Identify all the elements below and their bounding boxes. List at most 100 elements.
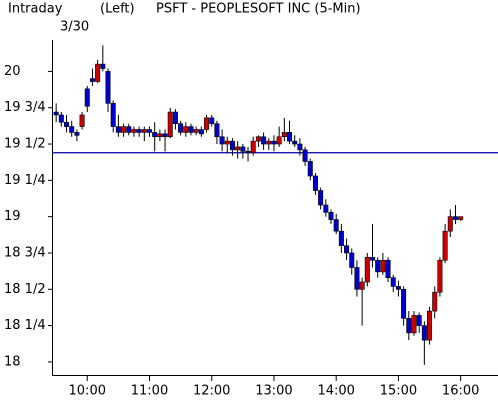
- candle-body: [437, 259, 443, 293]
- candle-body: [255, 136, 261, 142]
- candle-body: [209, 117, 215, 124]
- candle-body: [74, 132, 80, 136]
- candle-body: [115, 126, 121, 133]
- date-label: 3/30: [60, 20, 89, 35]
- candle-body: [235, 146, 241, 151]
- candle-body: [69, 126, 75, 133]
- y-tick-label: 20: [4, 64, 21, 79]
- candle-body: [58, 114, 64, 123]
- candle-body: [105, 71, 111, 104]
- candle-body: [447, 216, 453, 232]
- x-tick-label: 15:00: [380, 384, 417, 399]
- candle-body: [204, 117, 210, 130]
- candle-body: [261, 136, 267, 145]
- x-tick-label: 12:00: [193, 384, 230, 399]
- candle-body: [198, 129, 204, 135]
- candle-body: [110, 103, 116, 127]
- axis-note: (Left): [100, 2, 135, 17]
- candle-body: [302, 149, 308, 162]
- candle-body: [307, 161, 313, 177]
- candle-body: [172, 111, 178, 124]
- candle-body: [354, 267, 360, 290]
- candle-body: [219, 136, 225, 145]
- candle-body: [380, 259, 386, 273]
- candle-body: [416, 315, 422, 326]
- candle-body: [141, 129, 147, 133]
- candle-body: [287, 132, 293, 142]
- candle-body: [188, 126, 194, 133]
- y-tick-label: 18: [4, 354, 21, 369]
- candle-body: [395, 286, 401, 290]
- candle-body: [245, 150, 251, 154]
- candle-body: [432, 291, 438, 312]
- candle-body: [183, 126, 189, 133]
- candle-body: [224, 140, 230, 145]
- candle-body: [276, 136, 282, 145]
- candle-body: [297, 143, 303, 151]
- x-tick-label: 16:00: [442, 384, 479, 399]
- candle-body: [64, 121, 70, 127]
- candle-body: [344, 245, 350, 254]
- candle-body: [152, 132, 158, 138]
- candle-body: [421, 325, 427, 341]
- candle-body: [167, 111, 173, 138]
- subtitle: Intraday: [8, 2, 63, 17]
- y-tick-label: 18 1/4: [4, 318, 46, 333]
- candle-body: [136, 129, 142, 133]
- x-tick-label: 13:00: [255, 384, 292, 399]
- x-tick-label: 10:00: [69, 384, 106, 399]
- candle-body: [318, 190, 324, 206]
- candle-body: [126, 126, 132, 133]
- candle-body: [162, 133, 168, 138]
- candle-body: [364, 257, 370, 283]
- candle-body: [406, 318, 412, 334]
- candle-body: [240, 146, 246, 152]
- x-tick-label: 11:00: [131, 384, 168, 399]
- candle-body: [292, 140, 298, 145]
- candle-body: [411, 315, 417, 334]
- candle-body: [53, 111, 59, 116]
- candle-body: [178, 123, 184, 133]
- candle-body: [442, 230, 448, 261]
- candle-body: [214, 123, 220, 138]
- candle-body: [157, 133, 163, 138]
- candle-body: [229, 140, 235, 151]
- candle-body: [328, 212, 334, 220]
- candle-body: [250, 140, 256, 154]
- candle-body: [427, 310, 433, 341]
- candle-body: [100, 63, 106, 69]
- candle-body: [369, 257, 375, 261]
- y-tick-label: 18 1/2: [4, 282, 46, 297]
- y-tick-label: 19 1/2: [4, 137, 46, 152]
- candle-body: [84, 88, 90, 107]
- y-tick-label: 19: [4, 209, 21, 224]
- candle-body: [266, 140, 272, 145]
- candle-body: [95, 63, 101, 82]
- chart-title: PSFT - PEOPLESOFT INC (5-Min): [156, 2, 361, 17]
- candle-body: [390, 277, 396, 287]
- y-tick-label: 19 3/4: [4, 100, 46, 115]
- candle-body: [359, 281, 365, 290]
- candle-body: [312, 175, 318, 191]
- candle-body: [146, 129, 152, 133]
- candle-body: [323, 204, 329, 213]
- candle-body: [281, 132, 287, 138]
- candle-body: [375, 259, 381, 273]
- candle-body: [452, 216, 458, 220]
- candle-body: [338, 230, 344, 247]
- y-tick-label: 18 3/4: [4, 245, 46, 260]
- candle-body: [458, 216, 464, 220]
- candle-body: [89, 78, 95, 82]
- candle-body: [385, 259, 391, 278]
- candle-body: [121, 126, 127, 133]
- y-tick-label: 19 1/4: [4, 173, 46, 188]
- candle-body: [131, 129, 137, 133]
- candle-body: [349, 252, 355, 268]
- candle-body: [193, 129, 199, 133]
- candle-body: [333, 219, 339, 232]
- candle-body: [401, 288, 407, 319]
- candle-body: [79, 114, 85, 127]
- candle-body: [271, 140, 277, 145]
